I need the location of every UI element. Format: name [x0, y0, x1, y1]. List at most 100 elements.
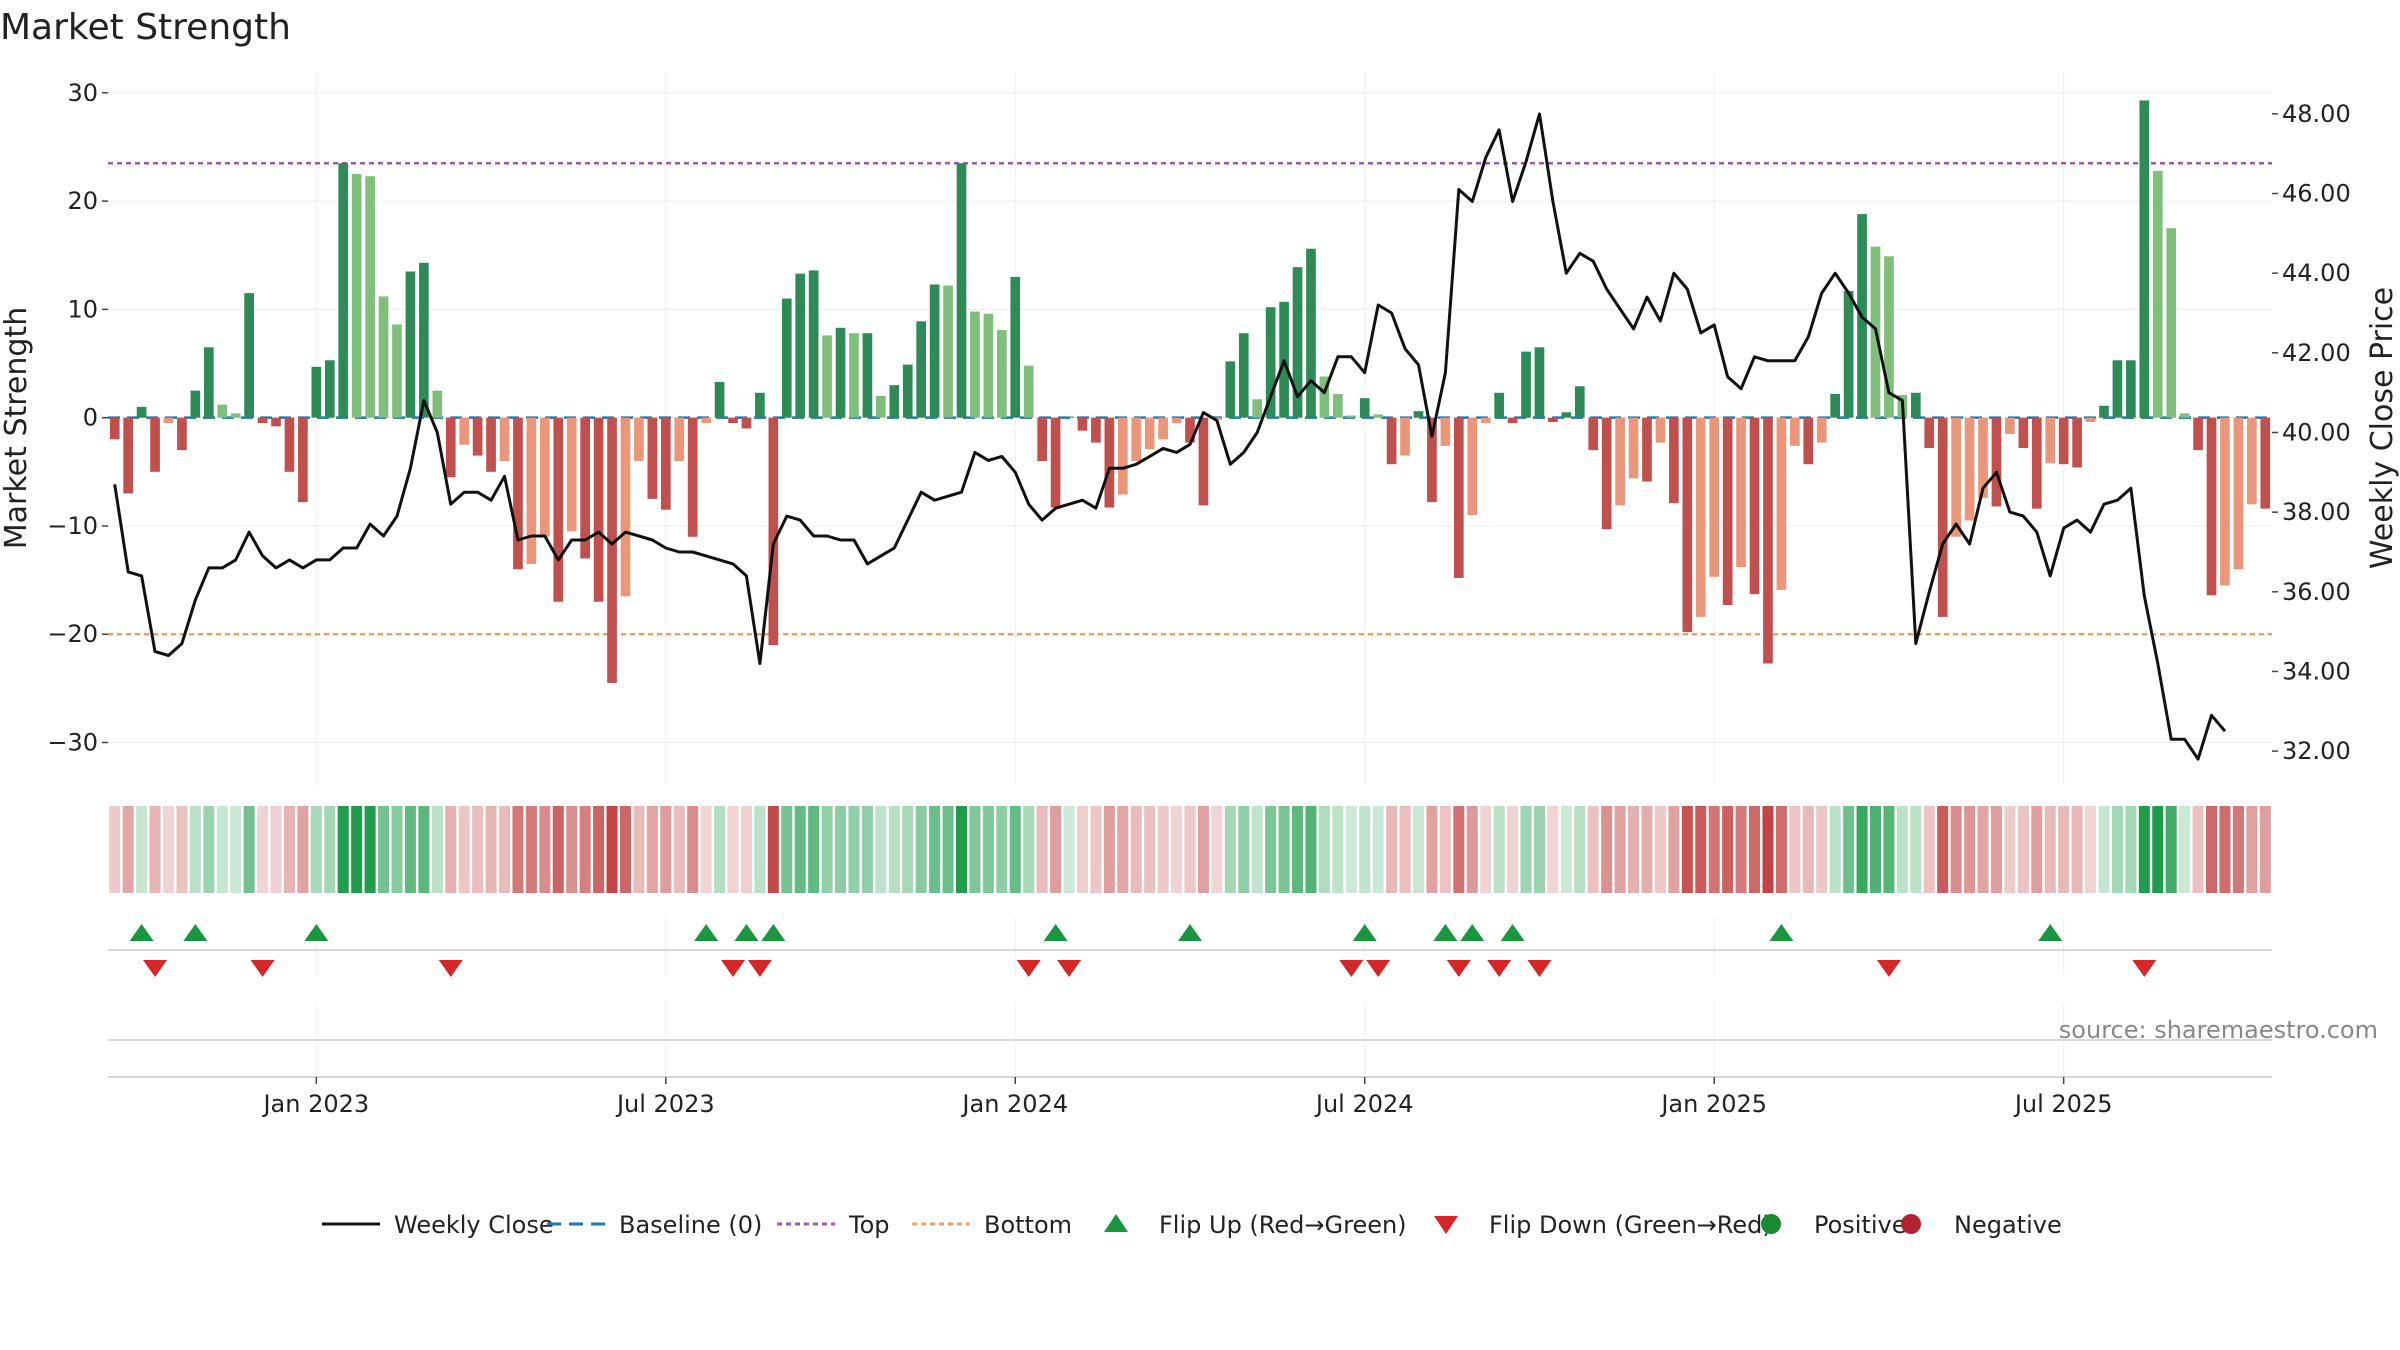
strength-bar [1803, 417, 1814, 465]
strength-bar [580, 417, 590, 559]
strength-bar [620, 417, 631, 597]
reference-lines [108, 161, 2272, 636]
heat-cell [2017, 806, 2029, 893]
strength-bar [2193, 417, 2203, 451]
strength-bar [365, 176, 375, 418]
strength-bar [1991, 417, 2002, 507]
strength-bar [1910, 392, 1921, 418]
heat-cell [1695, 806, 1707, 893]
heat-cell [2111, 806, 2123, 893]
legend-label: Flip Down (Green→Red) [1489, 1211, 1772, 1239]
heat-cell [1453, 806, 1465, 893]
flip-up-marker [1433, 924, 1458, 941]
heat-cell [230, 806, 242, 893]
strength-bar [2126, 360, 2136, 418]
heat-cell [445, 806, 457, 893]
x-tick-label: Jul 2025 [2013, 1090, 2113, 1118]
heat-cell [1816, 806, 1828, 893]
heat-cell [1493, 806, 1505, 893]
strength-bar [298, 417, 308, 503]
heat-cell [337, 806, 349, 893]
strength-bar [150, 417, 160, 472]
strength-bar [2260, 417, 2271, 509]
heat-cell [283, 806, 295, 893]
heat-cell [525, 806, 537, 893]
heat-cell [1466, 806, 1478, 893]
strength-bar [1050, 417, 1061, 508]
heat-cell [1775, 806, 1787, 893]
heat-cell [1345, 806, 1357, 893]
heat-cell [2246, 806, 2258, 893]
strength-bar [1346, 415, 1357, 418]
strength-bar [499, 417, 510, 461]
heat-cell [2031, 806, 2043, 893]
heat-cell [982, 806, 994, 893]
heat-cell [969, 806, 981, 893]
y-tick-label: −30 [47, 729, 98, 757]
heat-cell [727, 806, 739, 893]
strength-bar [459, 417, 470, 445]
strength-bar [607, 417, 617, 683]
heat-cell [2179, 806, 2191, 893]
heat-cell [2232, 806, 2244, 893]
heat-cell [1802, 806, 1814, 893]
heat-cell [781, 806, 793, 893]
flip-up-marker [1043, 924, 1068, 941]
heat-cell [1856, 806, 1868, 893]
strength-bar [889, 385, 900, 418]
heat-cell [1654, 806, 1666, 893]
heat-cell [1332, 806, 1344, 893]
heat-cell [902, 806, 914, 893]
y2-tick-label: 32.00 [2282, 737, 2351, 765]
heat-cell [162, 806, 174, 893]
heat-cell [270, 806, 282, 893]
heat-cell [2125, 806, 2137, 893]
y-tick-label: 0 [83, 404, 98, 432]
strength-bar [1548, 417, 1558, 423]
heat-cell [1157, 806, 1169, 893]
flip-down-marker [1366, 960, 1391, 977]
strength-bar [392, 324, 402, 418]
heat-cell [404, 806, 416, 893]
heat-cell [1628, 806, 1640, 893]
strength-bar [593, 417, 604, 602]
heat-cell [1829, 806, 1841, 893]
strength-bar [2085, 417, 2096, 423]
heat-cell [1144, 806, 1156, 893]
strength-bar [1413, 411, 1424, 418]
flip-down-marker [1487, 960, 1512, 977]
strength-bar [1373, 414, 1384, 418]
heat-cell [2085, 806, 2097, 893]
heat-cell [1224, 806, 1236, 893]
heat-cell [2219, 806, 2231, 893]
heat-cell [539, 806, 551, 893]
strength-bar [1924, 417, 1935, 448]
strength-bar [660, 417, 671, 510]
heat-cell [1762, 806, 1774, 893]
strength-bar [2152, 170, 2163, 418]
left-y-axis: 30 20 10 0 −10 −20 −30 [47, 79, 108, 757]
strength-bar [687, 417, 698, 537]
flip-up-marker [1178, 924, 1202, 941]
heat-cell [1278, 806, 1290, 893]
strength-bar [230, 413, 241, 418]
heat-cell [431, 806, 443, 893]
heat-cell [942, 806, 954, 893]
strength-bar [768, 417, 779, 646]
heat-cell [203, 806, 215, 893]
strength-bar [2139, 100, 2150, 418]
strength-bar [1117, 417, 1128, 495]
y-tick-label: 10 [67, 295, 98, 323]
heat-cell [861, 806, 873, 893]
strength-bar [1064, 416, 1074, 418]
legend-swatch-flip-down [1434, 1216, 1458, 1234]
strength-bar [311, 366, 322, 418]
strength-bar [1198, 417, 1209, 506]
heat-cell [136, 806, 148, 893]
heat-cell [1184, 806, 1196, 893]
heat-cell [472, 806, 484, 893]
strength-bar [1534, 347, 1545, 418]
strength-bar [526, 417, 537, 564]
flip-up-marker [1769, 924, 1794, 941]
